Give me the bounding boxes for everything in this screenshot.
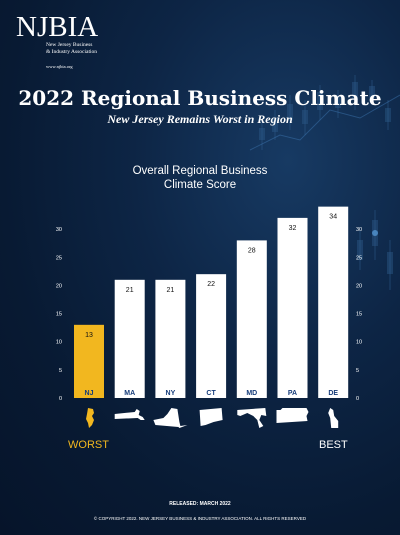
- bar-md: [236, 240, 267, 398]
- bar-category-label: MA: [124, 390, 135, 397]
- bar-category-label: CT: [206, 390, 216, 397]
- bar-ma: [114, 279, 145, 398]
- njbia-logo[interactable]: NJBIA New Jersey Business & Industry Ass…: [16, 11, 99, 69]
- state-nj-icon: [86, 408, 94, 428]
- copyright-notice: © COPYRIGHT 2022. NEW JERSEY BUSINESS & …: [93, 516, 307, 521]
- state-de-icon: [328, 408, 339, 428]
- bar-category-label: NJ: [85, 390, 94, 397]
- logo-subtitle-line1: New Jersey Business: [46, 42, 93, 48]
- y-tick-label-right: 20: [356, 283, 362, 289]
- best-label: BEST: [319, 439, 348, 451]
- state-ma-icon: [114, 409, 145, 420]
- logo-subtitle-line2: & Industry Association: [46, 49, 98, 55]
- y-tick-label-right: 25: [356, 255, 362, 261]
- bar-value-label: 28: [248, 247, 256, 254]
- chart-title: Overall Regional Business Climate Score: [0, 164, 400, 192]
- logo-mark: NJBIA: [16, 11, 99, 43]
- bar-de: [318, 206, 349, 398]
- state-md-icon: [237, 408, 267, 428]
- page-subtitle: New Jersey Remains Worst in Region: [107, 112, 293, 126]
- bar-category-label: MD: [246, 390, 257, 397]
- bar-value-label: 13: [85, 332, 93, 339]
- state-ny-icon: [153, 408, 188, 428]
- y-tick-label-left: 30: [56, 227, 62, 233]
- bar-category-label: PA: [288, 390, 297, 397]
- y-tick-label-right: 30: [356, 227, 362, 233]
- bar-pa: [277, 217, 308, 398]
- y-tick-label-left: 10: [56, 340, 62, 346]
- release-date: RELEASED: MARCH 2022: [169, 501, 231, 507]
- y-tick-label-left: 5: [59, 368, 62, 374]
- bar-nj: [74, 324, 104, 398]
- y-tick-label-left: 25: [56, 255, 62, 261]
- bar-value-label: 34: [329, 214, 337, 221]
- logo-url: www.njbia.org: [46, 64, 73, 69]
- bar-value-label: 21: [126, 287, 134, 294]
- bar-ny: [155, 279, 186, 398]
- bar-value-label: 32: [289, 225, 297, 232]
- page-title: 2022 Regional Business Climate: [18, 86, 382, 110]
- y-tick-label-left: 0: [59, 396, 62, 402]
- bar-ct: [196, 274, 227, 398]
- bar-value-label: 21: [167, 287, 175, 294]
- state-pa-icon: [276, 408, 309, 423]
- logo-subtitle: New Jersey Business & Industry Associati…: [46, 42, 116, 56]
- y-tick-label-right: 0: [356, 396, 359, 402]
- y-tick-label-left: 15: [56, 312, 62, 318]
- y-tick-label-right: 10: [356, 340, 362, 346]
- chart-title-line1: Overall Regional Business: [132, 165, 268, 177]
- y-tick-label-right: 15: [356, 312, 362, 318]
- y-tick-label-left: 20: [56, 283, 62, 289]
- state-ct-icon: [199, 408, 223, 426]
- bar-category-label: NY: [166, 390, 176, 397]
- y-tick-label-right: 5: [356, 368, 359, 374]
- bar-category-label: DE: [328, 390, 338, 397]
- worst-label: WORST: [68, 439, 109, 451]
- bar-value-label: 22: [207, 281, 215, 288]
- chart-title-line2: Climate Score: [163, 179, 237, 191]
